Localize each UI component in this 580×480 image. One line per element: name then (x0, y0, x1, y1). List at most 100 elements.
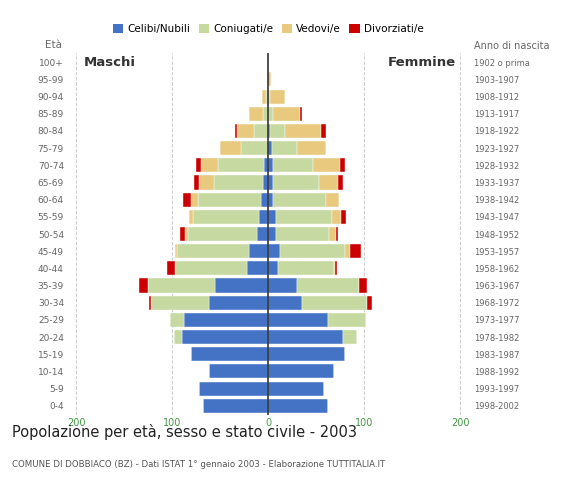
Bar (268, 175, 273, 190)
Bar (220, 141, 241, 155)
Bar (201, 158, 218, 172)
Bar (340, 158, 345, 172)
Bar (198, 192, 260, 207)
Bar (280, 244, 345, 258)
Bar (263, 107, 268, 121)
Bar (151, 296, 209, 310)
Bar (268, 296, 302, 310)
Bar (270, 90, 285, 104)
Bar (270, 124, 285, 138)
Bar (199, 175, 213, 190)
Bar (193, 210, 259, 224)
Bar (262, 90, 266, 104)
Bar (300, 107, 302, 121)
Bar (268, 313, 328, 327)
Text: Popolazione per età, sesso e stato civile - 2003: Popolazione per età, sesso e stato civil… (12, 424, 357, 440)
Bar (328, 313, 366, 327)
Bar (326, 192, 339, 207)
Bar (345, 244, 350, 258)
Bar (268, 72, 271, 86)
Bar (139, 278, 148, 293)
Bar (278, 261, 334, 276)
Bar (215, 278, 268, 293)
Bar (203, 399, 268, 413)
Bar (180, 227, 185, 241)
Bar (268, 90, 270, 104)
Bar (268, 330, 343, 344)
Bar (218, 158, 264, 172)
Bar (350, 244, 361, 258)
Bar (268, 244, 280, 258)
Text: Anno di nascita: Anno di nascita (474, 41, 550, 51)
Bar (190, 192, 198, 207)
Bar (329, 227, 336, 241)
Bar (182, 330, 268, 344)
Bar (196, 158, 201, 172)
Bar (268, 210, 276, 224)
Bar (259, 210, 268, 224)
Bar (273, 175, 319, 190)
Bar (268, 141, 272, 155)
Bar (302, 296, 367, 310)
Bar (247, 261, 268, 276)
Bar (321, 124, 326, 138)
Bar (338, 175, 343, 190)
Bar (188, 210, 193, 224)
Bar (209, 364, 268, 378)
Bar (276, 210, 332, 224)
Bar (343, 330, 357, 344)
Bar (183, 192, 190, 207)
Bar (177, 244, 249, 258)
Bar (249, 244, 268, 258)
Bar (297, 278, 360, 293)
Bar (268, 364, 334, 378)
Bar (268, 107, 273, 121)
Bar (237, 124, 254, 138)
Bar (273, 158, 313, 172)
Bar (341, 210, 346, 224)
Bar (335, 261, 338, 276)
Bar (194, 175, 199, 190)
Bar (336, 227, 338, 241)
Bar (273, 107, 300, 121)
Bar (268, 278, 297, 293)
Bar (268, 399, 328, 413)
Bar (276, 227, 329, 241)
Bar (199, 382, 268, 396)
Bar (209, 296, 268, 310)
Bar (235, 124, 237, 138)
Bar (175, 261, 247, 276)
Bar (332, 210, 341, 224)
Bar (268, 261, 278, 276)
Bar (319, 175, 338, 190)
Bar (268, 124, 270, 138)
Text: Età: Età (45, 40, 62, 50)
Bar (148, 278, 215, 293)
Bar (264, 158, 268, 172)
Bar (266, 90, 268, 104)
Bar (249, 107, 263, 121)
Bar (285, 124, 321, 138)
Bar (257, 227, 268, 241)
Bar (263, 175, 268, 190)
Bar (268, 192, 273, 207)
Legend: Celibi/Nubili, Coniugati/e, Vedovi/e, Divorziati/e: Celibi/Nubili, Coniugati/e, Vedovi/e, Di… (108, 20, 428, 38)
Bar (268, 227, 276, 241)
Bar (272, 141, 297, 155)
Bar (149, 296, 151, 310)
Bar (268, 158, 273, 172)
Bar (174, 330, 182, 344)
Text: COMUNE DI DOBBIACO (BZ) - Dati ISTAT 1° gennaio 2003 - Elaborazione TUTTITALIA.I: COMUNE DI DOBBIACO (BZ) - Dati ISTAT 1° … (12, 459, 385, 468)
Bar (191, 347, 268, 361)
Bar (175, 244, 177, 258)
Bar (213, 175, 263, 190)
Bar (313, 158, 340, 172)
Bar (268, 382, 324, 396)
Bar (260, 192, 268, 207)
Bar (273, 192, 326, 207)
Text: Femmine: Femmine (388, 56, 456, 69)
Bar (241, 141, 268, 155)
Bar (360, 278, 367, 293)
Bar (185, 227, 188, 241)
Bar (188, 227, 257, 241)
